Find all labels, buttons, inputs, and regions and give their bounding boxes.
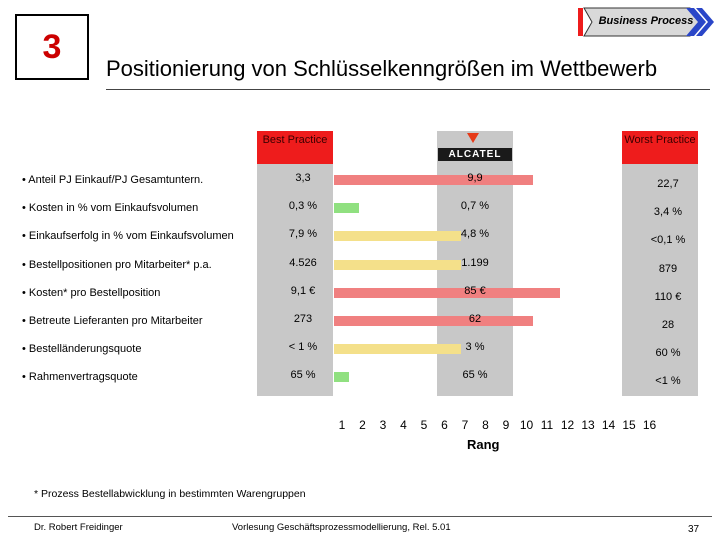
process-label: Business Process bbox=[598, 15, 694, 27]
rank-tick-label: 9 bbox=[502, 418, 510, 432]
criterion-label: • Rahmenvertragsquote bbox=[22, 371, 138, 384]
rank-tick-label: 11 bbox=[540, 418, 554, 432]
rank-bar bbox=[334, 231, 462, 242]
rank-tick-label: 14 bbox=[601, 418, 616, 432]
rank-bar bbox=[334, 203, 359, 214]
worst-value: 879 bbox=[658, 262, 678, 275]
alcatel-value: 85 € bbox=[464, 284, 486, 297]
criterion-label: • Kosten* pro Bestellposition bbox=[22, 286, 161, 299]
alcatel-value: 65 % bbox=[462, 369, 488, 382]
criterion-label: • Bestelländerungsquote bbox=[22, 343, 142, 356]
rank-tick-label: 4 bbox=[400, 418, 407, 432]
rank-tick-label: 1 bbox=[338, 418, 346, 432]
worst-value: 22,7 bbox=[657, 178, 679, 190]
alcatel-value: 1.199 bbox=[461, 256, 489, 269]
rank-tick-label: 6 bbox=[441, 418, 448, 432]
rank-tick-label: 16 bbox=[642, 418, 657, 432]
worst-value: 28 bbox=[661, 319, 675, 331]
rank-tick-label: 2 bbox=[359, 418, 366, 432]
rank-bar bbox=[334, 372, 349, 383]
best-value: < 1 % bbox=[288, 341, 318, 354]
footer-course: Vorlesung Geschäftsprozessmodellierung, … bbox=[232, 522, 451, 533]
chapter-number: 3 bbox=[15, 14, 89, 80]
rank-bar bbox=[334, 344, 462, 355]
rank-axis-label: Rang bbox=[467, 437, 500, 452]
best-value: 4.526 bbox=[289, 256, 317, 269]
rank-bar bbox=[334, 316, 533, 326]
worst-value: <1 % bbox=[655, 375, 681, 388]
alcatel-marker-icon bbox=[467, 133, 479, 143]
page-number: 37 bbox=[688, 524, 700, 535]
worst-value: 60 % bbox=[655, 347, 681, 360]
rank-tick-label: 12 bbox=[560, 418, 575, 432]
footer-author: Dr. Robert Freidinger bbox=[34, 522, 123, 533]
best-value: 3,3 bbox=[295, 172, 311, 184]
worst-value: 3,4 % bbox=[653, 206, 683, 219]
rank-bar bbox=[334, 259, 462, 270]
alcatel-value: 4,8 % bbox=[460, 228, 490, 241]
rank-tick-label: 3 bbox=[379, 418, 387, 432]
best-value: 0,3 % bbox=[288, 200, 318, 213]
alcatel-logo: ALCATEL bbox=[438, 148, 512, 161]
best-value: 273 bbox=[293, 313, 313, 325]
alcatel-value: 62 bbox=[468, 313, 482, 325]
rank-bar bbox=[334, 175, 533, 185]
best-value: 9,1 € bbox=[290, 284, 316, 297]
page-title: Positionierung von Schlüsselkenngrößen i… bbox=[106, 56, 658, 81]
criterion-label: • Einkaufserfolg in % vom Einkaufsvolume… bbox=[22, 230, 234, 243]
rank-tick-label: 7 bbox=[461, 418, 469, 432]
worst-practice-column bbox=[622, 164, 698, 396]
worst-value: 110 € bbox=[654, 290, 682, 303]
criterion-label: • Bestellpositionen pro Mitarbeiter* p.a… bbox=[22, 258, 212, 271]
worst-value: <0,1 % bbox=[650, 234, 686, 247]
best-practice-header: Best Practice bbox=[257, 131, 333, 164]
alcatel-value: 0,7 % bbox=[460, 200, 490, 213]
rank-axis: 1 2 3 4 5 6 7 8 9 10 11 12 13 14 15 16 bbox=[334, 418, 674, 434]
criterion-label: • Kosten in % vom Einkaufsvolumen bbox=[22, 202, 199, 215]
footnote: * Prozess Bestellabwicklung in bestimmte… bbox=[34, 488, 306, 500]
criterion-label: • Anteil PJ Einkauf/PJ Gesamtuntern. bbox=[22, 174, 204, 186]
best-value: 65 % bbox=[290, 369, 316, 382]
rank-bar bbox=[334, 287, 560, 298]
title-divider bbox=[106, 89, 710, 90]
alcatel-value: 3 % bbox=[465, 341, 485, 354]
rank-tick-label: 15 bbox=[622, 418, 636, 432]
rank-tick-label: 5 bbox=[420, 418, 428, 432]
rank-tick-label: 8 bbox=[482, 418, 489, 432]
footer-divider bbox=[8, 516, 712, 517]
best-practice-column bbox=[257, 164, 333, 396]
alcatel-value: 9,9 bbox=[467, 172, 483, 184]
process-arrow-banner bbox=[578, 7, 714, 37]
worst-practice-header: Worst Practice bbox=[622, 131, 698, 164]
rank-tick-label: 10 bbox=[519, 418, 534, 432]
rank-tick-label: 13 bbox=[581, 418, 595, 432]
best-value: 7,9 % bbox=[288, 228, 318, 241]
criterion-label: • Betreute Lieferanten pro Mitarbeiter bbox=[22, 315, 203, 327]
